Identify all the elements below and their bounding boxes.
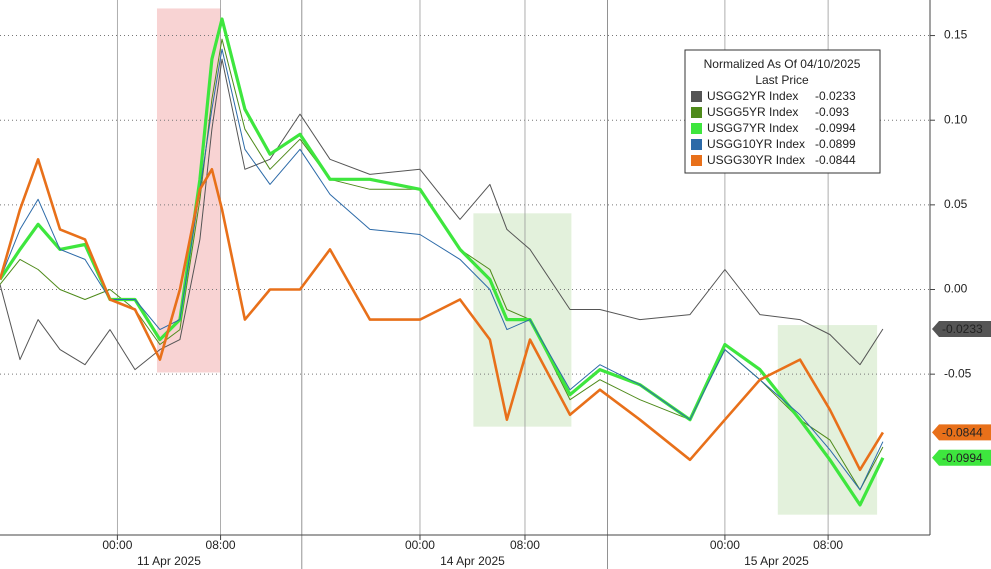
legend-value: -0.093 <box>815 105 849 119</box>
legend-label: USGG30YR Index <box>707 153 805 167</box>
x-tick-label: 00:00 <box>102 538 132 552</box>
legend-value: -0.0233 <box>815 89 856 103</box>
tag-shape <box>932 320 991 337</box>
y-tick-label: 0.00 <box>944 282 968 296</box>
legend-title: Normalized As Of 04/10/2025 <box>704 57 861 71</box>
last-value-tag: -0.0233 <box>932 320 991 337</box>
date-label: 15 Apr 2025 <box>744 554 809 568</box>
tag-label: -0.0994 <box>942 451 983 465</box>
legend-value: -0.0994 <box>815 121 856 135</box>
x-tick-label: 00:00 <box>405 538 435 552</box>
x-tick-label: 08:00 <box>206 538 236 552</box>
date-label: 14 Apr 2025 <box>440 554 505 568</box>
highlight-region <box>777 325 878 515</box>
legend-label: USGG5YR Index <box>707 105 798 119</box>
y-tick-label: 0.10 <box>944 112 968 126</box>
series-line <box>0 58 884 371</box>
tag-shape <box>932 449 991 466</box>
legend-value: -0.0844 <box>815 153 856 167</box>
y-tick-label: 0.15 <box>944 28 968 42</box>
series-line <box>0 48 884 491</box>
x-tick-label: 00:00 <box>710 538 740 552</box>
tag-label: -0.0233 <box>942 322 983 336</box>
legend-label: USGG2YR Index <box>707 89 798 103</box>
date-label: 11 Apr 2025 <box>137 554 201 568</box>
tag-label: -0.0844 <box>942 426 983 440</box>
x-tick-label: 08:00 <box>510 538 540 552</box>
legend: Normalized As Of 04/10/2025 Last Price USG… <box>684 49 881 174</box>
y-tick-label: 0.05 <box>944 197 968 211</box>
legend-swatch <box>691 155 702 166</box>
legend-subtitle: Last Price <box>755 73 809 87</box>
x-tick-label: 08:00 <box>813 538 843 552</box>
legend-swatch <box>691 139 702 150</box>
legend-value: -0.0899 <box>815 137 856 151</box>
last-value-tag: -0.0994 <box>932 449 991 466</box>
series-line <box>0 158 885 472</box>
legend-swatch <box>691 91 702 102</box>
y-tick-label: -0.05 <box>944 366 972 380</box>
last-value-tag: -0.0844 <box>932 424 991 441</box>
legend-label: USGG10YR Index <box>707 137 805 151</box>
tag-shape <box>932 424 991 441</box>
legend-label: USGG7YR Index <box>707 121 798 135</box>
legend-swatch <box>691 123 702 134</box>
legend-swatch <box>691 107 702 118</box>
legend-box <box>684 49 881 174</box>
